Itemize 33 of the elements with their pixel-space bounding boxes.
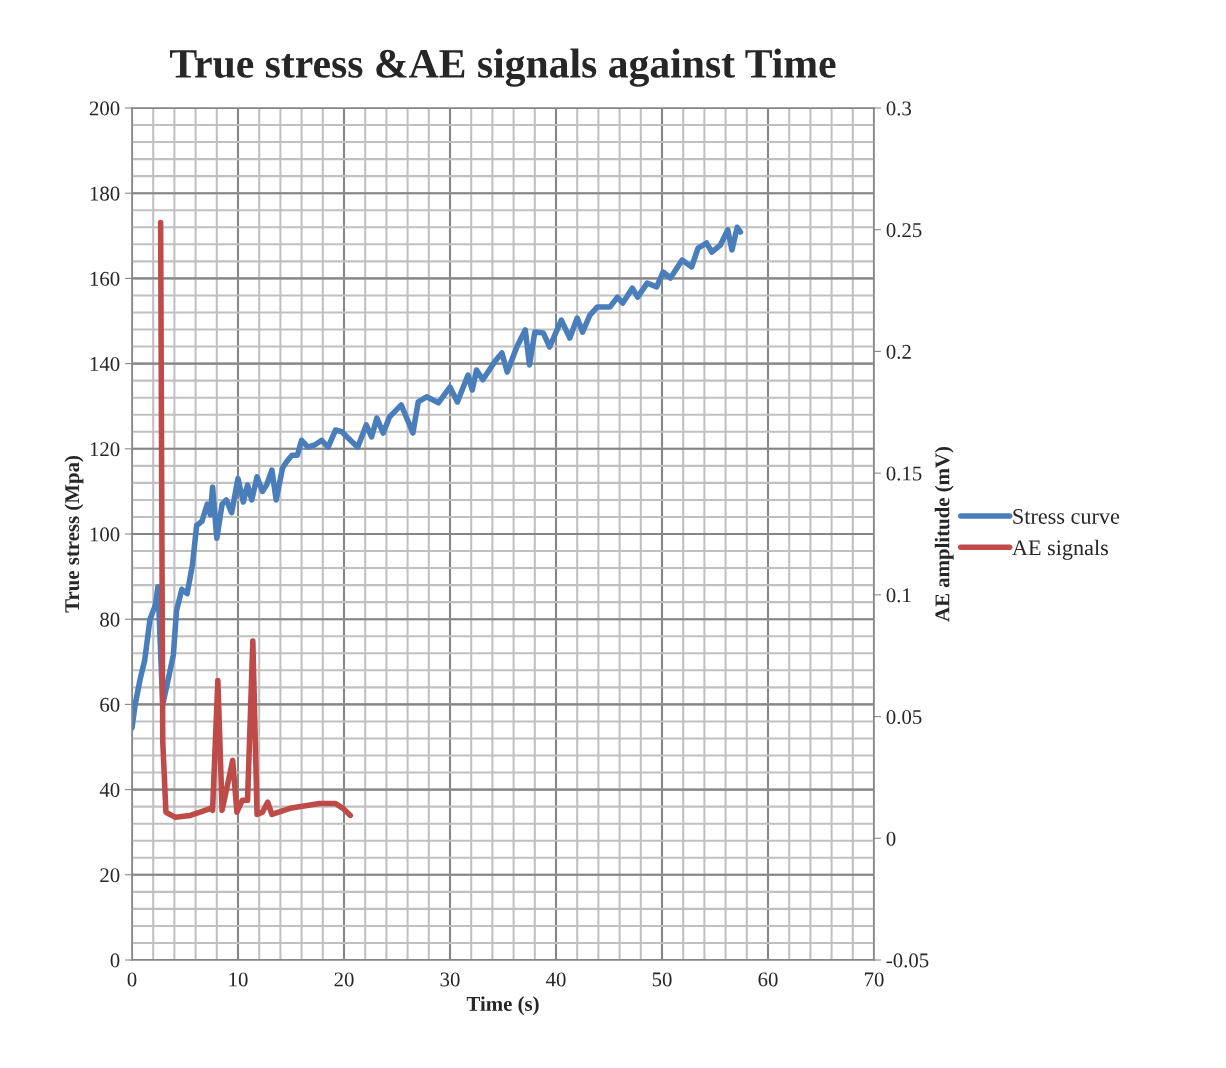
y-tick-label: 20 — [100, 868, 120, 883]
x-tick-label: 40 — [545, 972, 566, 987]
y2-axis-title: AE amplitude (mV) — [934, 446, 954, 622]
y-tick-label: 100 — [90, 527, 120, 542]
y2-tick-label: 0.05 — [886, 709, 922, 725]
legend-label: Stress curve — [1013, 508, 1120, 524]
x-tick-label: 50 — [652, 972, 672, 987]
x-tick-label: 0 — [127, 972, 137, 987]
y-tick-label: 180 — [90, 186, 120, 201]
y-tick-label: 80 — [100, 612, 120, 627]
x-axis-title: Time (s) — [466, 996, 539, 1016]
y2-tick-label: 0.1 — [886, 588, 911, 603]
y-tick-label: 40 — [99, 782, 120, 798]
legend-label: AE signals — [1012, 539, 1108, 560]
x-tick-label: 70 — [864, 972, 884, 987]
chart-title: True stress &AE signals against Time — [170, 48, 836, 87]
y-tick-label: 160 — [90, 271, 120, 286]
y-tick-label: 0 — [110, 953, 120, 968]
y2-tick-label: 0.3 — [886, 101, 912, 116]
y2-tick-label: 0 — [886, 831, 896, 846]
x-tick-label: 60 — [758, 972, 778, 987]
y2-tick-label: -0.05 — [886, 953, 929, 968]
x-tick-label: 20 — [334, 972, 354, 987]
y-tick-label: 60 — [100, 697, 120, 712]
y2-tick-label: 0.15 — [886, 466, 922, 481]
y-axis-title: True stress (Mpa) — [64, 456, 84, 613]
y2-tick-label: 0.25 — [886, 223, 922, 238]
x-tick-label: 30 — [440, 972, 460, 987]
y-tick-label: 200 — [89, 101, 120, 116]
y-tick-label: 120 — [90, 442, 120, 457]
x-tick-label: 10 — [229, 972, 248, 987]
y2-tick-label: 0.2 — [886, 344, 911, 359]
y-tick-label: 140 — [90, 356, 120, 372]
